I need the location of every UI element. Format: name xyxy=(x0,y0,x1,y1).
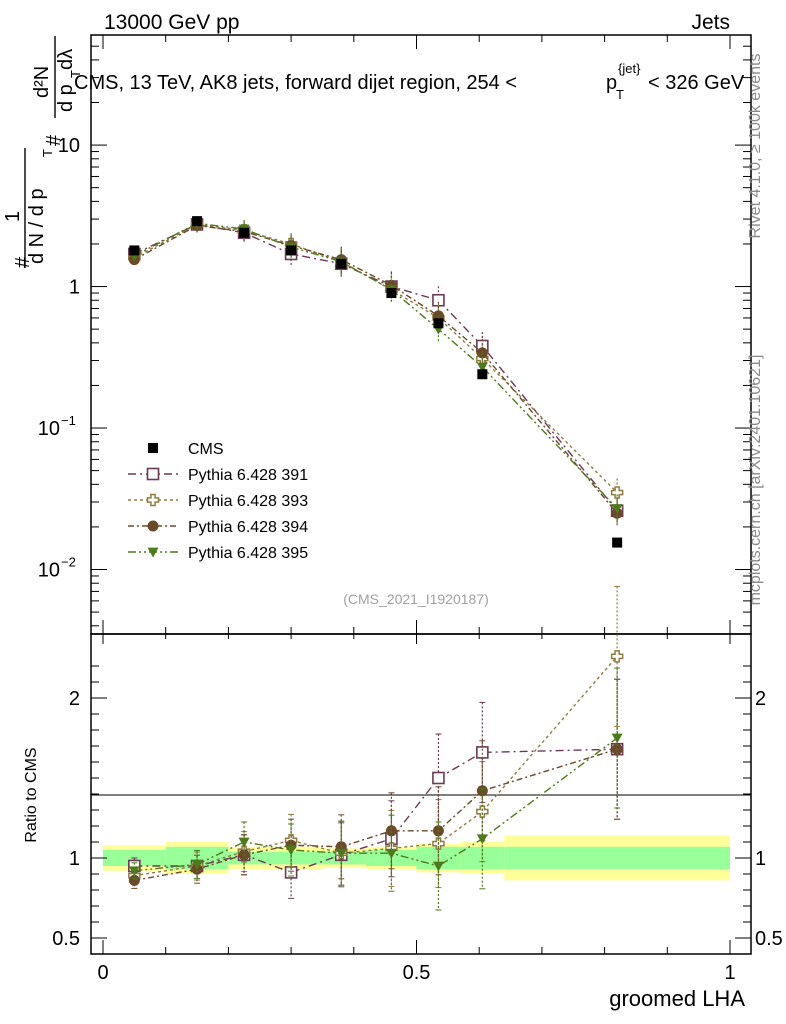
data-point-main xyxy=(476,362,488,373)
data-point-main xyxy=(611,504,623,514)
y-tick-label: 10 xyxy=(38,418,60,440)
data-point-ratio xyxy=(476,834,488,845)
title-p: p xyxy=(606,72,617,94)
cms-data-point xyxy=(433,318,444,329)
legend: CMS Pythia 6.428 391 Pythia 6.428 393 Pythi… xyxy=(128,441,308,562)
ylabel-hash-1: # xyxy=(12,256,34,268)
cms-data-point xyxy=(192,216,203,227)
legend-marker xyxy=(147,547,159,558)
ratio-y-tick-label: 0.5 xyxy=(52,928,80,950)
ylabel-T1: T xyxy=(40,149,55,157)
analysis-id: (CMS_2021_I1920187) xyxy=(343,591,489,607)
ylabel-dN: d N / d p xyxy=(26,188,48,264)
legend-label: Pythia 6.428 395 xyxy=(188,545,308,562)
cms-data-point xyxy=(477,369,488,380)
ratio-y-tick-label-right: 2 xyxy=(755,688,766,710)
ratio-y-axis-label: Ratio to CMS xyxy=(23,747,40,842)
ratio-y-tick-label-right: 1 xyxy=(755,848,766,870)
header-process: 13000 GeV pp xyxy=(104,11,239,34)
series-cms-data xyxy=(129,216,623,548)
y-tick-label: 10 xyxy=(38,559,60,581)
data-point-ratio xyxy=(610,650,624,663)
legend-label: Pythia 6.428 391 xyxy=(188,467,308,484)
y-tick-exponent: −1 xyxy=(61,413,76,428)
ylabel-dlambda: dλ xyxy=(55,49,77,70)
x-axis-label: groomed LHA xyxy=(609,986,745,1011)
x-tick-label: 1 xyxy=(724,962,735,984)
mcplots-label: mcplots.cern.ch [arXiv:2401.10621] xyxy=(747,355,764,606)
legend-marker xyxy=(146,493,160,507)
y-tick-label: 1 xyxy=(69,277,80,299)
ratio-y-tick-label: 2 xyxy=(69,688,80,710)
stat-uncertainty-band xyxy=(504,846,730,870)
title-tail: < 326 GeV xyxy=(648,72,745,94)
y-axis-label: # 1 d N / d p T # d²N d p T dλ xyxy=(2,36,83,268)
cms-data-point xyxy=(612,537,623,548)
y-tick-exponent: −2 xyxy=(61,554,76,569)
series-line-main xyxy=(134,222,618,509)
ylabel-T2: T xyxy=(68,70,83,78)
title-main: CMS, 13 TeV, AK8 jets, forward dijet reg… xyxy=(74,72,517,94)
data-point-ratio xyxy=(191,860,203,870)
data-point-ratio xyxy=(611,733,623,744)
ratio-y-tick-label: 1 xyxy=(69,848,80,870)
cms-data-point xyxy=(386,288,397,299)
ratio-plot-frame xyxy=(90,633,752,955)
legend-marker xyxy=(146,467,160,481)
data-point-ratio xyxy=(128,866,140,877)
legend-label: Pythia 6.428 394 xyxy=(188,519,308,536)
cms-data-point xyxy=(336,258,347,269)
x-tick-label: 0 xyxy=(97,962,108,984)
ylabel-one: 1 xyxy=(2,211,24,222)
data-point-ratio xyxy=(476,805,489,818)
ratio-y-tick-label-right: 0.5 xyxy=(755,928,783,950)
series-line-ratio xyxy=(134,748,618,874)
data-point-ratio xyxy=(128,874,140,886)
series-pythia-6-428-395 xyxy=(128,216,623,911)
data-point-ratio xyxy=(432,861,444,872)
data-point-ratio xyxy=(385,825,397,837)
data-point-ratio xyxy=(238,837,250,848)
legend-marker xyxy=(147,520,159,532)
cms-data-point xyxy=(286,245,297,256)
x-tick-label: 0.5 xyxy=(403,962,431,984)
ylabel-hash-2: # xyxy=(43,134,65,146)
series-line-main xyxy=(134,223,618,494)
data-point-ratio xyxy=(432,771,445,785)
data-point-ratio xyxy=(385,848,397,859)
data-point-ratio xyxy=(285,845,297,856)
plot-title: CMS, 13 TeV, AK8 jets, forward dijet reg… xyxy=(74,61,745,102)
ylabel-d2N: d²N xyxy=(31,66,53,98)
data-point-ratio xyxy=(476,746,489,759)
title-sup: {jet} xyxy=(618,61,641,76)
header-category: Jets xyxy=(691,11,730,34)
rivet-version-label: Rivet 4.1.0, ≥ 100k events xyxy=(747,54,764,239)
cms-data-point xyxy=(129,245,140,256)
cms-data-point xyxy=(239,227,250,238)
data-point-main xyxy=(610,486,624,499)
data-point-main xyxy=(476,347,488,359)
data-point-ratio xyxy=(335,848,347,859)
y-tick-label: 10 xyxy=(58,135,80,157)
legend-marker-cms xyxy=(148,443,158,453)
title-sub: T xyxy=(616,87,624,102)
legend-label: Pythia 6.428 393 xyxy=(188,493,308,510)
legend-label-cms: CMS xyxy=(188,441,224,458)
ylabel-dp: d p xyxy=(55,84,77,112)
curves xyxy=(128,216,624,911)
